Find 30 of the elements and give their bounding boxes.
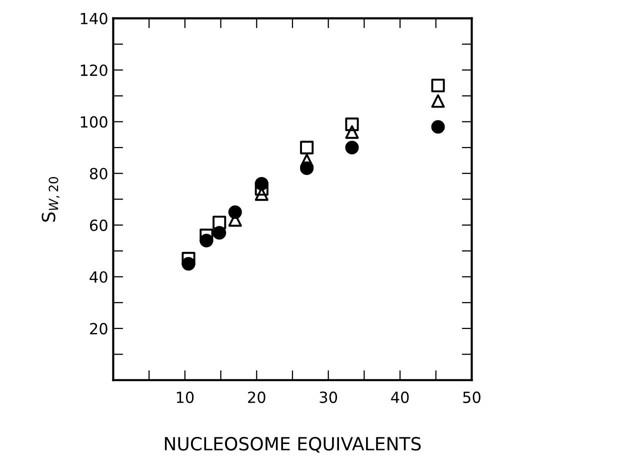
x-tick-label: 10 xyxy=(176,392,194,404)
y-tick-label: 140 xyxy=(80,12,108,24)
x-tick-label: 40 xyxy=(391,392,409,404)
y-tick-label: 120 xyxy=(80,64,108,76)
y-axis-title: S$_{W,20}$ xyxy=(42,177,60,222)
point xyxy=(345,125,359,139)
y-tick-label: 80 xyxy=(90,168,108,180)
point xyxy=(431,120,445,134)
x-tick-label: 20 xyxy=(248,392,266,404)
point xyxy=(431,94,445,108)
point xyxy=(228,205,242,219)
point xyxy=(431,78,445,92)
point xyxy=(182,257,196,271)
x-axis-title: NUCLEOSOME EQUIVALENTS xyxy=(164,436,421,453)
y-tick-label: 60 xyxy=(90,220,108,232)
point xyxy=(300,161,314,175)
point xyxy=(182,252,196,266)
point xyxy=(212,216,226,230)
x-tick-label: 30 xyxy=(320,392,338,404)
y-tick-label: 40 xyxy=(90,271,108,283)
point xyxy=(300,140,314,154)
y-tick-label: 100 xyxy=(80,116,108,128)
point xyxy=(254,176,268,191)
x-tick-label: 50 xyxy=(463,392,480,404)
y-tick-label: 20 xyxy=(90,322,108,334)
point xyxy=(212,226,226,240)
point xyxy=(345,117,359,132)
point xyxy=(200,234,214,248)
point xyxy=(345,140,359,154)
point xyxy=(200,228,214,242)
